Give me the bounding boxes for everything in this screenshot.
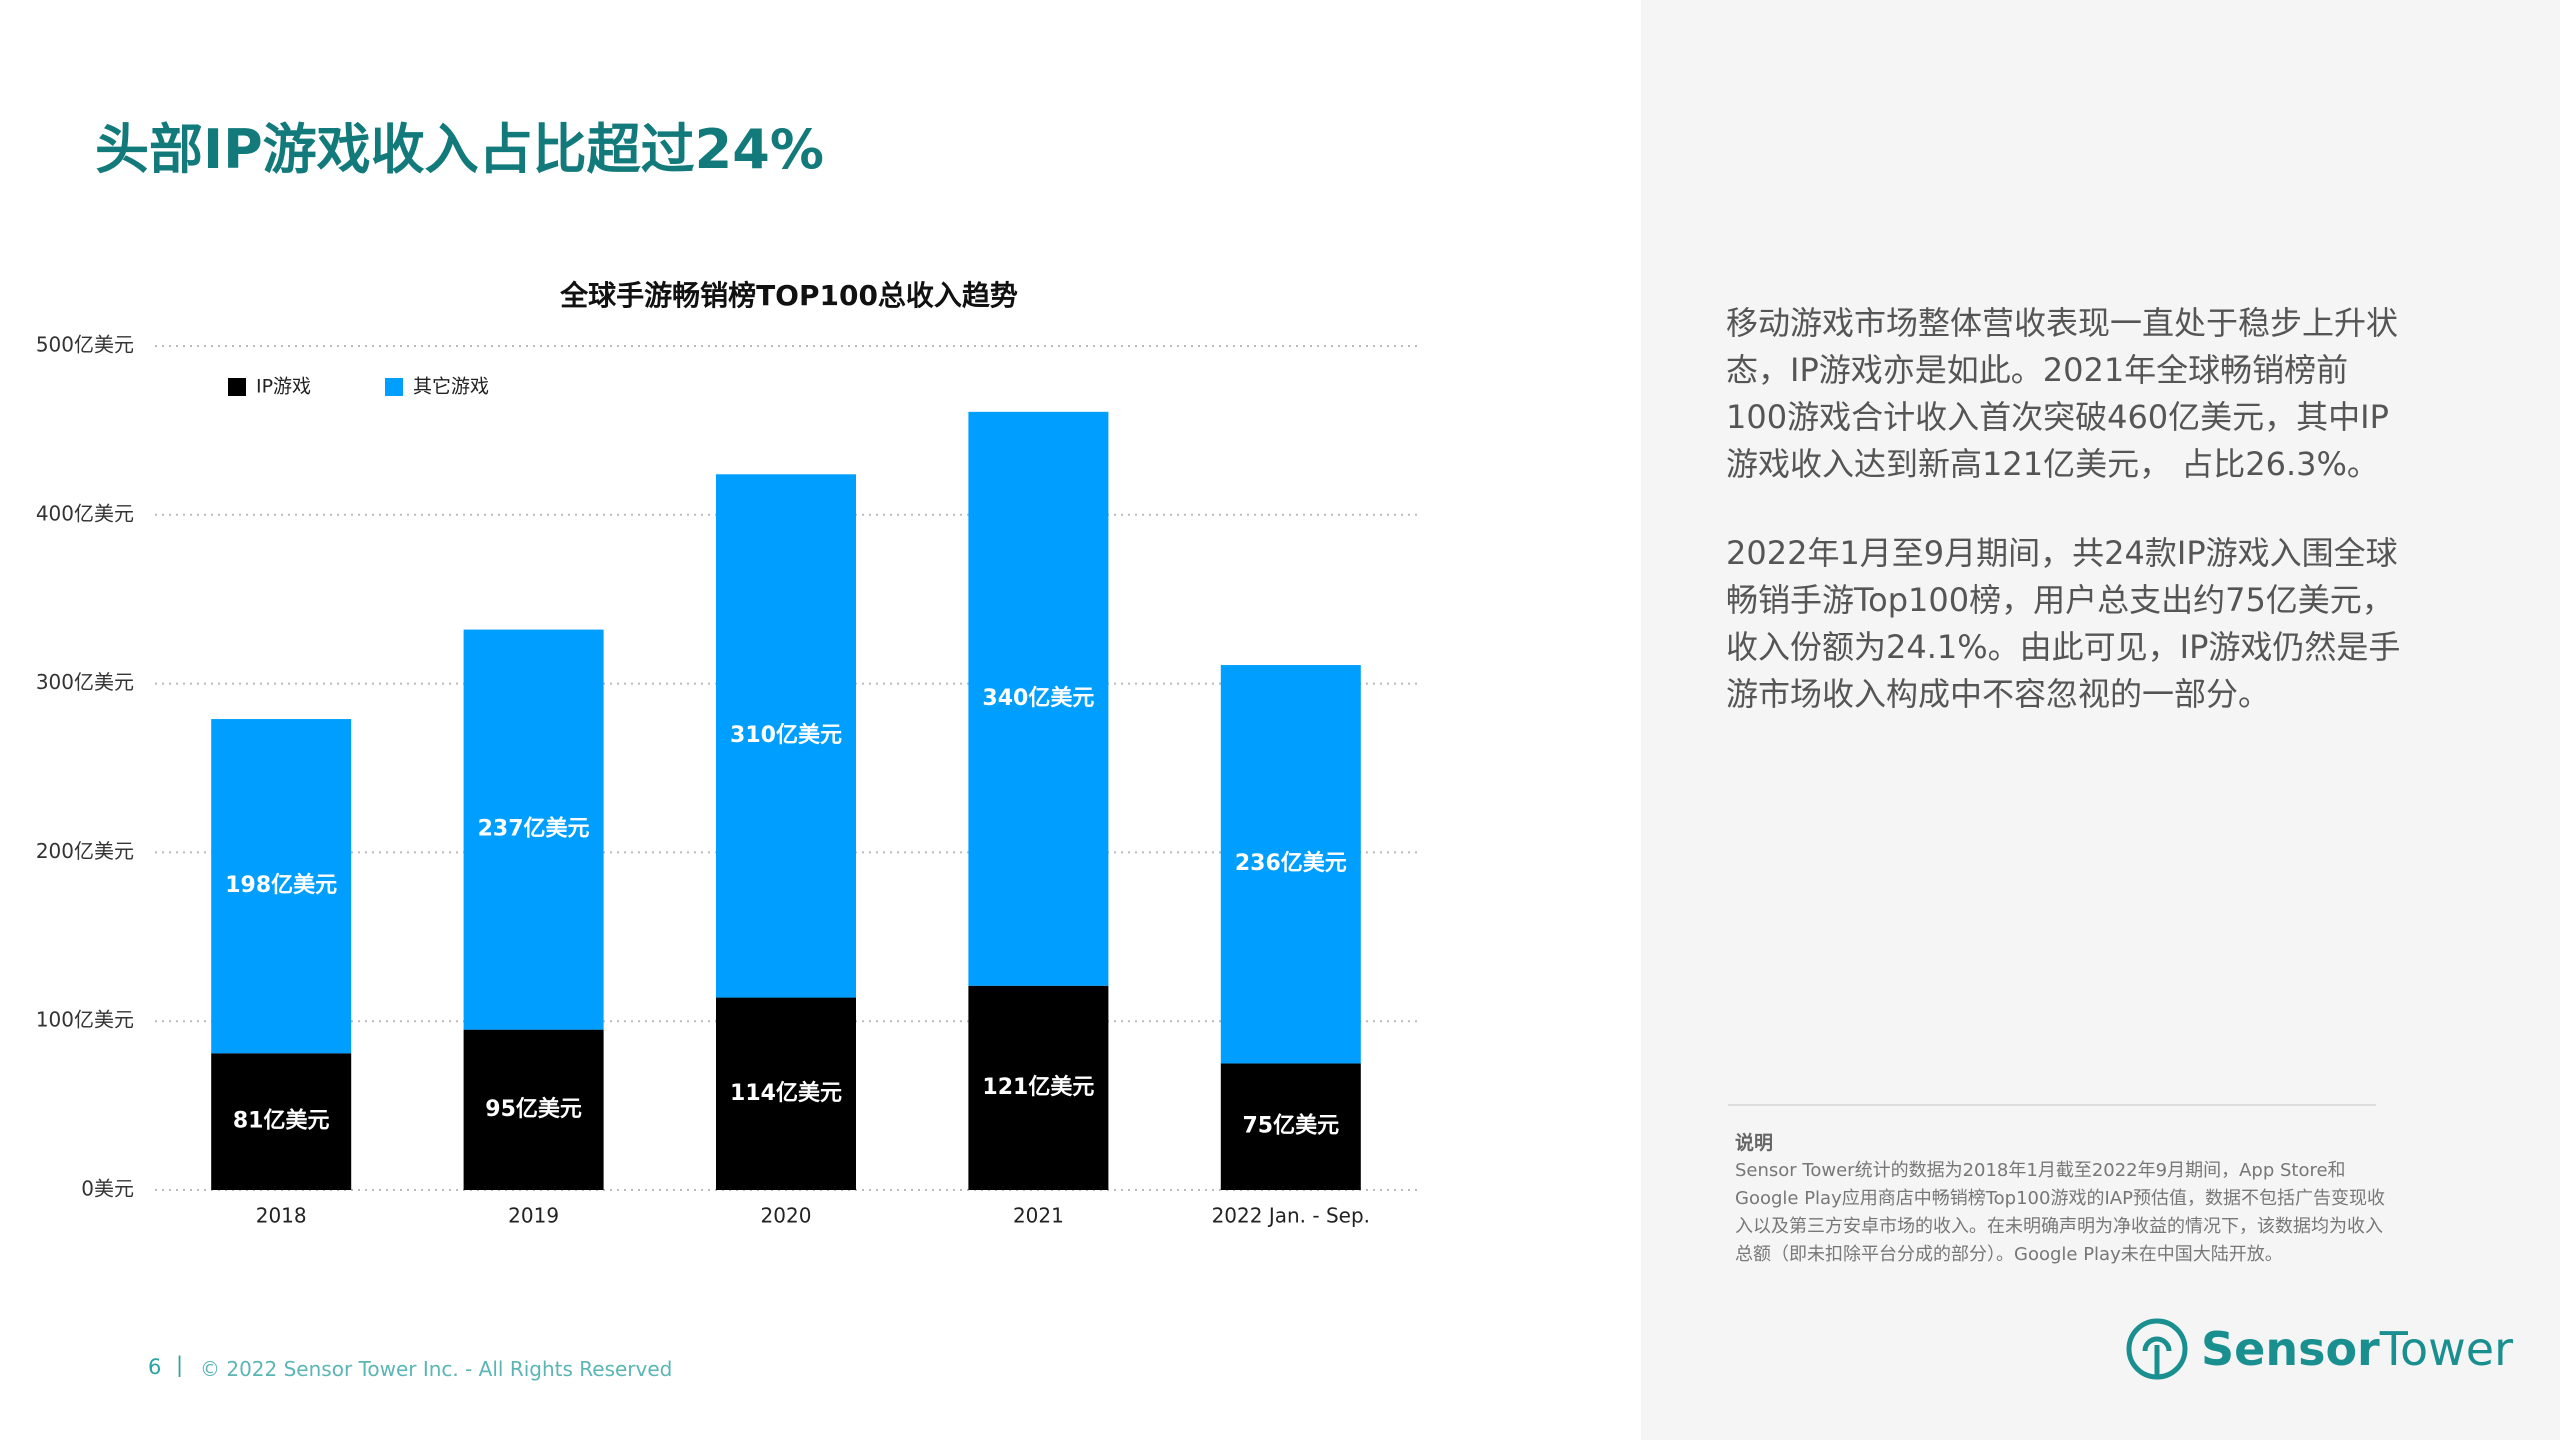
- note: Sensor Tower统计的数据为2018年1月截至2022年9月期间，App…: [1735, 1160, 2385, 1265]
- value-label: 114亿美元: [730, 1080, 842, 1106]
- bar-segment: [968, 985, 1109, 1190]
- y-tick-label: 500亿美元: [36, 333, 134, 357]
- x-tick-label: 2022 Jan. - Sep.: [1212, 1204, 1370, 1228]
- value-label: 95亿美元: [485, 1096, 582, 1122]
- y-tick-label: 0美元: [81, 1177, 134, 1201]
- bar-segment: [211, 1053, 352, 1190]
- legend-label: IP游戏: [256, 376, 311, 398]
- legend-label: 其它游戏: [413, 376, 489, 398]
- value-label: 81亿美元: [233, 1108, 330, 1134]
- page-title: 头部IP游戏收入占比超过24%: [95, 118, 824, 181]
- logo-text: Sensor: [2201, 1322, 2380, 1376]
- value-label: 310亿美元: [730, 722, 842, 748]
- paragraph: 移动游戏市场整体营收表现一直处于稳步上升状态，IP游戏亦是如此。2021年全球畅…: [1726, 304, 2399, 483]
- note-title: 说明: [1735, 1132, 1774, 1154]
- value-label: 340亿美元: [982, 685, 1094, 711]
- y-tick-label: 400亿美元: [36, 501, 134, 525]
- page-number: 6: [148, 1355, 162, 1379]
- sidebar: [1641, 0, 2560, 1440]
- y-tick-label: 200亿美元: [36, 839, 134, 863]
- value-label: 121亿美元: [982, 1074, 1094, 1100]
- value-label: 198亿美元: [225, 872, 337, 898]
- y-tick-label: 300亿美元: [36, 670, 134, 694]
- copyright: © 2022 Sensor Tower Inc. - All Rights Re…: [200, 1357, 673, 1381]
- bar-segment: [463, 629, 604, 1030]
- x-tick-label: 2020: [761, 1204, 812, 1228]
- chart-title: 全球手游畅销榜TOP100总收入趋势: [559, 279, 1018, 312]
- bar-segment: [716, 474, 856, 998]
- legend-swatch: [385, 378, 403, 396]
- logo: Sensor Tower: [2125, 1314, 2513, 1384]
- bar-segment: [1220, 665, 1361, 1064]
- bar-segment: [463, 1029, 604, 1190]
- value-label: 75亿美元: [1242, 1113, 1339, 1139]
- logo-text: Tower: [2379, 1322, 2514, 1376]
- bar-segment: [211, 719, 352, 1054]
- footer-separator: |: [176, 1353, 184, 1377]
- y-tick-label: 100亿美元: [36, 1008, 134, 1032]
- paragraph: 2022年1月至9月期间，共24款IP游戏入围全球畅销手游Top100榜，用户总…: [1726, 534, 2401, 713]
- x-tick-label: 2018: [256, 1204, 307, 1228]
- legend-swatch: [228, 378, 246, 396]
- logo-icon: [2126, 1318, 2188, 1380]
- separator: [1728, 1104, 2376, 1106]
- bar-segment: [1220, 1063, 1361, 1190]
- x-tick-label: 2019: [508, 1204, 559, 1228]
- bar-segment: [716, 997, 856, 1190]
- value-label: 237亿美元: [478, 816, 590, 842]
- chart: 全球手游畅销榜TOP100总收入趋势 0美元 100亿美元 200亿美元 300亿美元…: [36, 279, 1417, 1228]
- value-label: 236亿美元: [1235, 850, 1347, 876]
- x-tick-label: 2021: [1013, 1204, 1064, 1228]
- bar-segment: [968, 411, 1109, 986]
